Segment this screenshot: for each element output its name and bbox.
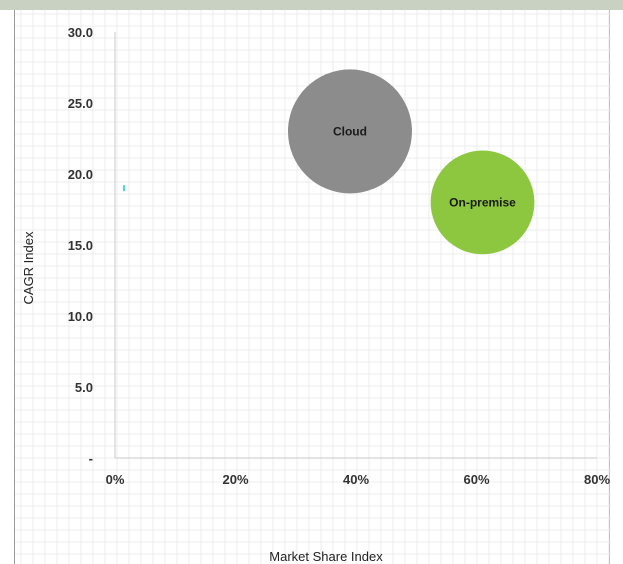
x-tick-label: 40% [343, 472, 369, 487]
y-tick-label: 30.0 [68, 25, 93, 40]
bubble-label: Cloud [333, 124, 367, 138]
bubble-cloud [287, 69, 412, 194]
y-tick-label: 20.0 [68, 167, 93, 182]
header-band [0, 0, 623, 10]
cyan-marker [123, 185, 126, 192]
gridlines [15, 10, 611, 564]
y-tick-label: - [89, 451, 93, 466]
y-tick-label: 5.0 [75, 380, 93, 395]
x-axis-title: Market Share Index [269, 549, 383, 564]
bubble-on-premise [430, 150, 535, 255]
x-tick-labels: 0% 20% 40% 60% 80% [106, 472, 611, 487]
axes [114, 32, 597, 459]
x-tick-label: 80% [584, 472, 610, 487]
y-tick-label: 15.0 [68, 238, 93, 253]
y-tick-label: 10.0 [68, 309, 93, 324]
bubble-chart: -5.010.015.020.025.030.0 0% 20% 40% 60% 80% … [15, 10, 611, 564]
bubble-label: On-premise [449, 195, 516, 209]
y-tick-label: 25.0 [68, 96, 93, 111]
x-tick-label: 0% [106, 472, 125, 487]
bubbles: Cloud On-premise [123, 69, 535, 255]
x-tick-label: 20% [222, 472, 248, 487]
y-axis-title: CAGR Index [21, 231, 36, 304]
chart-area: -5.0 10.0 15.0 20.0 25.0 30.0 0% 20% 40% 60% 80% … [14, 10, 611, 564]
x-tick-label: 60% [463, 472, 489, 487]
y-tick-labels: - 5.0 10.0 15.0 20.0 25.0 30.0 [68, 25, 93, 466]
